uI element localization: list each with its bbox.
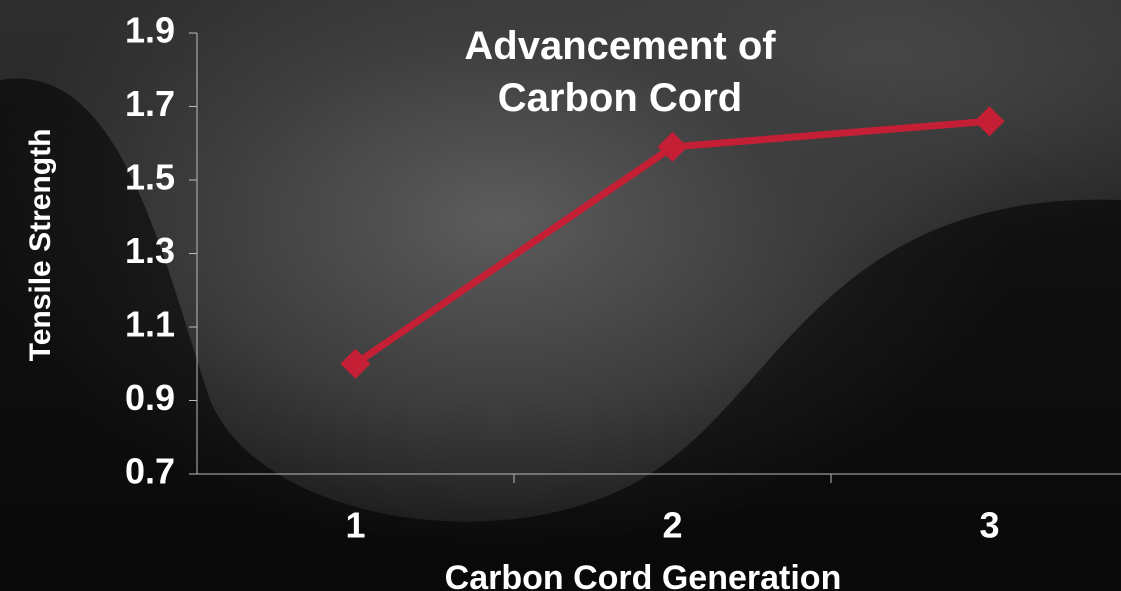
x-tick-label: 3 (979, 505, 999, 546)
data-point (975, 106, 1005, 136)
y-tick-label: 0.7 (125, 451, 175, 492)
chart: Tensile Strength Carbon Cord Generation … (0, 0, 1121, 591)
x-tick-label: 1 (345, 505, 365, 546)
x-axis-label: Carbon Cord Generation (445, 559, 842, 591)
y-axis-label: Tensile Strength (24, 129, 57, 362)
x-tick-label: 2 (662, 505, 682, 546)
chart-title: Advancement of Carbon Cord (420, 20, 820, 124)
y-tick-label: 0.9 (125, 377, 175, 418)
y-tick-label: 1.7 (125, 83, 175, 124)
y-tick-label: 1.9 (125, 10, 175, 51)
y-tick-label: 1.3 (125, 230, 175, 271)
y-tick-label: 1.1 (125, 304, 175, 345)
y-tick-label: 1.5 (125, 157, 175, 198)
